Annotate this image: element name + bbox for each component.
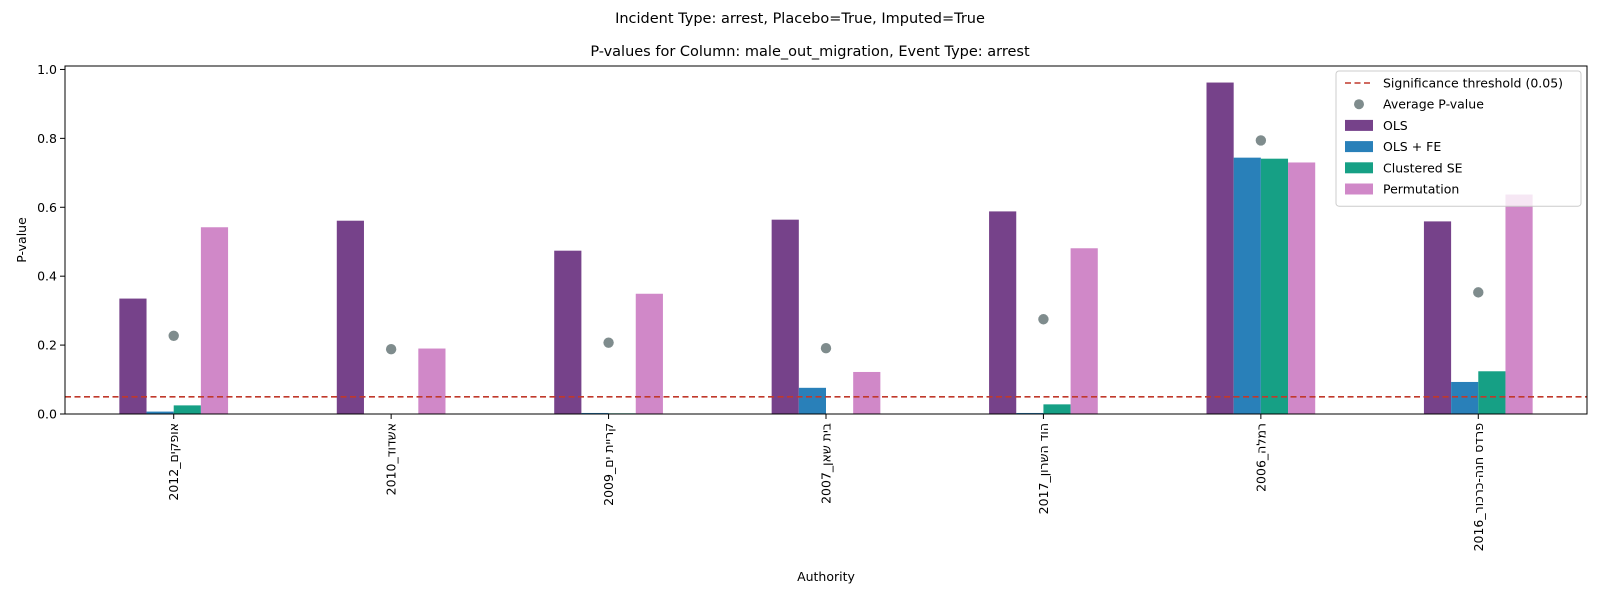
average-point-1	[385, 344, 397, 355]
bar-ols-fe-4	[1016, 412, 1044, 414]
bar-clustered-se-4	[1043, 404, 1071, 414]
legend-entry-label: Permutation	[1383, 182, 1459, 197]
legend-series-swatch	[1345, 119, 1373, 131]
x-axis-label: Authority	[797, 569, 855, 584]
legend-entry-label: OLS	[1383, 118, 1408, 133]
average-point-3	[820, 342, 832, 354]
bar-ols-6	[1423, 221, 1452, 414]
bar-ols-3	[771, 219, 799, 414]
average-point-0	[168, 330, 179, 341]
y-tick-label: 1.0	[37, 62, 57, 77]
bar-ols-0	[119, 298, 147, 414]
bar-ols-fe-6	[1451, 381, 1479, 414]
x-tick-label: פרדס חנה-כרכור_2016	[1471, 423, 1486, 552]
legend-series-swatch	[1345, 162, 1373, 174]
bar-permutation-0	[200, 227, 229, 414]
bar-permutation-2	[635, 293, 663, 414]
bar-permutation-3	[853, 371, 881, 414]
bar-ols-2	[554, 250, 582, 414]
y-tick-label: 0.2	[37, 338, 57, 353]
legend-entry-label: Significance threshold (0.05)	[1383, 76, 1563, 91]
x-tick-label: אשדוד_2010	[384, 423, 399, 495]
x-tick-label: רמלה_2006	[1253, 423, 1268, 492]
legend: Significance threshold (0.05) Average P-v…	[1335, 70, 1582, 207]
x-tick-label: בית שאן_2007	[819, 423, 834, 504]
legend-entry-label: Clustered SE	[1383, 160, 1463, 175]
figure-suptitle: Incident Type: arrest, Placebo=True, Imp…	[615, 11, 985, 27]
bar-clustered-se-6	[1478, 371, 1506, 414]
bars-layer	[119, 82, 1533, 415]
legend-entry-label: OLS + FE	[1383, 139, 1441, 154]
average-point-5	[1255, 135, 1267, 146]
average-point-2	[603, 337, 614, 348]
y-axis-label: P-value	[14, 217, 29, 263]
bar-ols-4	[989, 211, 1017, 414]
legend-average-swatch	[1354, 99, 1364, 110]
bar-clustered-se-5	[1260, 158, 1289, 414]
x-tick-label: אופקים_2012	[166, 423, 181, 501]
bar-clustered-se-0	[173, 405, 201, 414]
bar-ols-fe-5	[1233, 157, 1261, 414]
legend-box	[1335, 70, 1582, 207]
bar-ols-1	[336, 220, 364, 414]
legend-entry-label: Average P-value	[1383, 97, 1484, 112]
plot-area: 0.0 0.2 0.4 0.6 0.8 1.0 אופקים_2012 אשדוד_2010…	[37, 62, 1588, 551]
x-tick-label: קריית ים_2009	[601, 423, 616, 506]
bar-ols-fe-3	[798, 387, 826, 414]
y-axis: 0.0 0.2 0.4 0.6 0.8 1.0	[37, 62, 65, 422]
chart-title: P-values for Column: male_out_migration,…	[590, 44, 1030, 60]
y-tick-label: 0.8	[37, 131, 57, 146]
bar-ols-5	[1206, 82, 1234, 415]
y-tick-label: 0.4	[37, 269, 57, 284]
bar-permutation-6	[1505, 194, 1533, 414]
average-point-6	[1473, 287, 1484, 298]
bar-permutation-5	[1288, 162, 1316, 414]
bar-ols-fe-0	[146, 411, 174, 414]
x-axis: אופקים_2012 אשדוד_2010 קריית ים_2009 בית שא…	[166, 414, 1486, 551]
legend-series-swatch	[1345, 141, 1373, 153]
y-tick-label: 0.6	[37, 200, 57, 215]
y-tick-label: 0.0	[37, 407, 57, 422]
average-point-4	[1038, 314, 1049, 325]
legend-series-swatch	[1345, 183, 1373, 195]
bar-permutation-4	[1070, 248, 1098, 414]
average-points-layer	[168, 135, 1484, 355]
x-tick-label: הוד השרון_2017	[1036, 423, 1051, 514]
bar-permutation-1	[418, 348, 446, 414]
bar-ols-fe-2	[581, 412, 609, 414]
